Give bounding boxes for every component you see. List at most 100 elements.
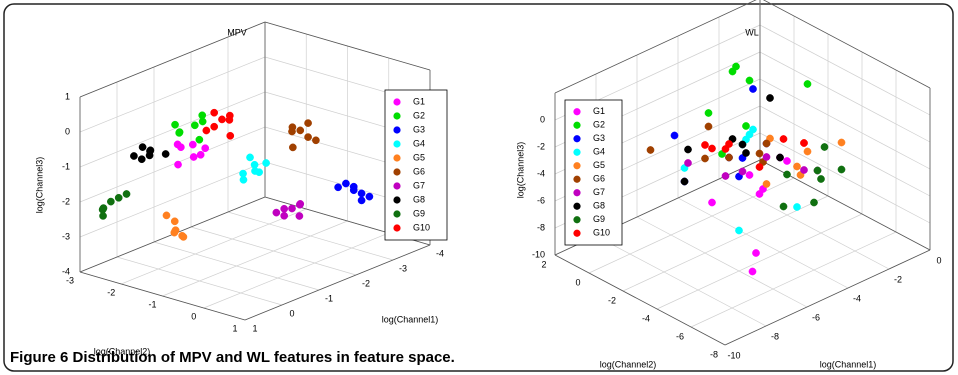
x-tick-label: -3 <box>399 263 407 273</box>
point <box>218 115 226 124</box>
y-axis-label: log(Channel2) <box>600 359 657 369</box>
point <box>210 122 219 131</box>
point <box>296 200 305 208</box>
point <box>749 85 757 93</box>
point <box>783 170 791 179</box>
legend-label: G1 <box>413 96 425 106</box>
point <box>296 126 305 135</box>
y-tick-label: 0 <box>191 311 196 321</box>
point <box>800 166 808 174</box>
point <box>161 150 170 158</box>
x-tick-label: -2 <box>894 274 902 284</box>
legend-label: G3 <box>593 133 605 143</box>
point <box>762 139 771 148</box>
chart-title: MPV <box>227 27 247 37</box>
legend-label: G2 <box>413 110 425 120</box>
point <box>146 146 155 155</box>
point <box>776 153 784 162</box>
point <box>280 204 289 213</box>
grid-line <box>718 178 890 270</box>
legend-marker <box>393 140 401 148</box>
legend-marker <box>393 196 401 204</box>
point <box>766 94 774 102</box>
point <box>226 131 235 140</box>
point <box>188 140 197 149</box>
point <box>170 217 179 226</box>
axis-edge <box>554 0 757 94</box>
point <box>114 193 123 202</box>
legend-label: G7 <box>593 187 605 197</box>
point <box>289 143 297 152</box>
legend-marker <box>573 162 581 170</box>
legend-marker <box>573 202 581 210</box>
grid-line <box>759 78 931 170</box>
point <box>755 149 764 158</box>
point <box>732 62 740 71</box>
point <box>762 153 771 161</box>
z-tick-label: -1 <box>62 161 70 171</box>
point <box>288 127 296 136</box>
point <box>684 159 692 167</box>
point <box>239 175 248 184</box>
legend-label: G7 <box>413 180 425 190</box>
point <box>171 226 180 235</box>
axis-edge <box>724 249 931 346</box>
point <box>137 155 146 164</box>
axis-edge <box>762 0 931 89</box>
chart: -4-3-2-101-3-2-101-4-3-2-101MPVlog(Chann… <box>34 21 448 356</box>
point <box>817 175 825 183</box>
legend-marker <box>573 108 581 116</box>
grid-line <box>677 197 849 289</box>
grid-line <box>759 105 931 197</box>
grid-line <box>203 232 389 309</box>
point <box>793 203 801 211</box>
legend-label: G4 <box>413 138 425 148</box>
grid-line <box>595 235 767 327</box>
point <box>793 162 801 171</box>
x-tick-label: -1 <box>325 293 333 303</box>
grid-line <box>636 216 808 308</box>
point <box>280 211 289 220</box>
y-tick-label: 2 <box>541 259 546 269</box>
z-tick-label: 0 <box>65 126 70 136</box>
z-tick-label: -4 <box>537 168 545 178</box>
x-tick-label: 1 <box>252 323 257 333</box>
point <box>190 121 199 130</box>
point <box>357 189 366 198</box>
legend-label: G9 <box>413 208 425 218</box>
z-tick-label: 1 <box>65 91 70 101</box>
z-tick-label: 0 <box>540 114 545 124</box>
point <box>779 202 788 211</box>
caption: Figure 6 Distribution of MPV and WL feat… <box>10 349 455 366</box>
chart-title: WL <box>745 27 759 37</box>
legend-label: G8 <box>593 201 605 211</box>
point <box>138 143 147 151</box>
grid-line <box>121 208 307 285</box>
point <box>721 172 730 180</box>
point <box>725 153 733 162</box>
point <box>725 140 733 148</box>
point <box>670 131 679 140</box>
legend-marker <box>393 154 401 162</box>
point <box>246 153 254 162</box>
x-tick-label: 0 <box>936 255 941 265</box>
point <box>122 190 131 198</box>
point <box>803 80 812 88</box>
x-tick-label: -6 <box>812 312 820 322</box>
y-tick-label: 1 <box>232 323 237 333</box>
legend-marker <box>393 112 401 120</box>
point <box>646 146 655 154</box>
point <box>837 138 846 147</box>
grid-line <box>690 231 897 328</box>
legend-marker <box>393 210 401 218</box>
point <box>749 125 757 134</box>
legend-label: G6 <box>593 174 605 184</box>
x-tick-label: -8 <box>771 331 779 341</box>
legend-marker <box>573 216 581 224</box>
point <box>195 135 204 144</box>
grid-line <box>622 195 829 292</box>
point <box>99 204 108 212</box>
point <box>837 165 846 174</box>
point <box>107 197 115 206</box>
point <box>748 267 757 276</box>
